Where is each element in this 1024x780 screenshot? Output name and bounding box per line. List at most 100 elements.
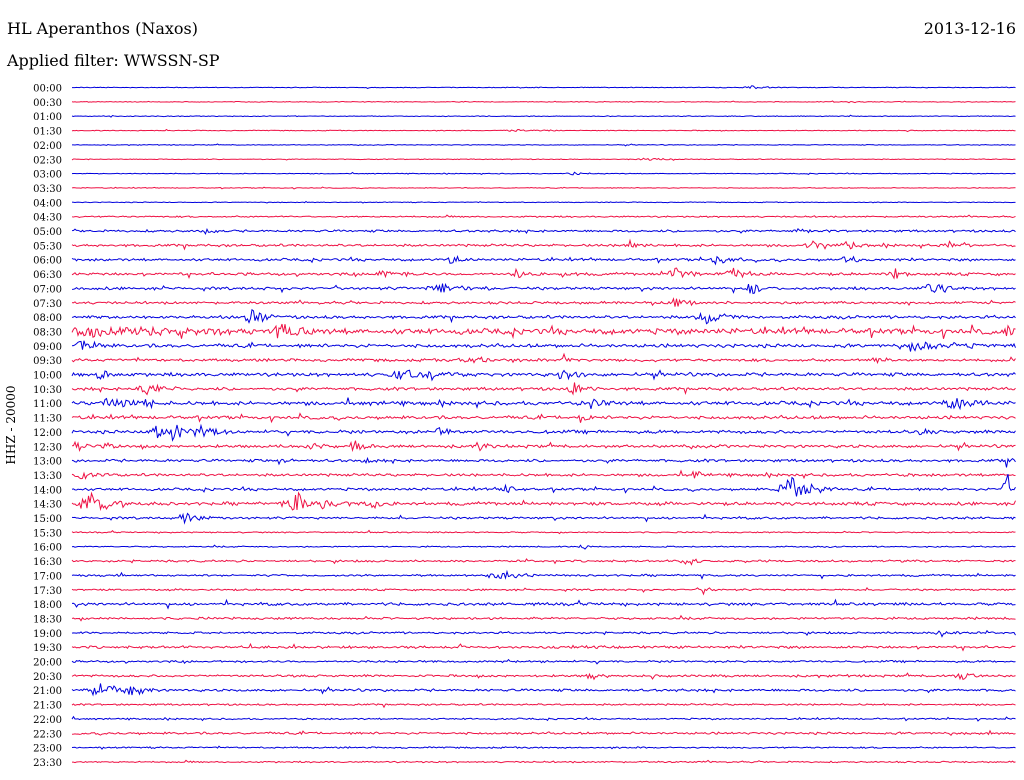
- time-label: 14:30: [33, 500, 62, 511]
- trace-line: [71, 658, 1016, 665]
- time-label: 04:30: [33, 213, 62, 224]
- trace-line: [71, 440, 1016, 453]
- time-label: 06:00: [33, 256, 62, 267]
- time-label: 22:00: [33, 715, 62, 726]
- time-label: 05:30: [33, 241, 62, 252]
- trace-line: [71, 200, 1016, 204]
- time-label: 00:30: [33, 98, 62, 109]
- time-label: 11:30: [33, 414, 62, 425]
- time-label: 07:00: [33, 284, 62, 295]
- time-label: 15:00: [33, 514, 62, 525]
- trace-line: [71, 369, 1016, 382]
- time-label: 13:00: [33, 457, 62, 468]
- time-label: 18:30: [33, 614, 62, 625]
- trace-line: [71, 423, 1016, 442]
- trace-line: [71, 544, 1016, 550]
- trace-line: [71, 729, 1016, 736]
- time-label: 17:30: [33, 586, 62, 597]
- time-label: 19:00: [33, 629, 62, 640]
- time-label: 08:00: [33, 313, 62, 324]
- trace-line: [71, 629, 1016, 638]
- time-label: 20:00: [33, 658, 62, 669]
- trace-line: [71, 598, 1016, 610]
- time-label: 00:00: [33, 84, 62, 95]
- trace-line: [71, 558, 1016, 566]
- time-label: 12:30: [33, 442, 62, 453]
- time-label: 02:00: [33, 141, 62, 152]
- time-label: 01:00: [33, 112, 62, 123]
- time-label: 23:30: [33, 758, 62, 769]
- time-label: 09:30: [33, 356, 62, 367]
- trace-line: [71, 340, 1016, 352]
- time-label: 15:30: [33, 528, 62, 539]
- trace-line: [71, 529, 1016, 535]
- trace-line: [71, 282, 1016, 295]
- trace-line: [71, 512, 1016, 525]
- trace-line: [71, 238, 1016, 251]
- time-label: 04:00: [33, 198, 62, 209]
- trace-line: [71, 100, 1016, 104]
- trace-line: [71, 683, 1016, 697]
- trace-line: [71, 157, 1016, 161]
- time-label: 10:00: [33, 371, 62, 382]
- trace-line: [71, 382, 1016, 396]
- trace-line: [71, 614, 1016, 622]
- trace-line: [71, 114, 1016, 118]
- trace-line: [71, 586, 1016, 596]
- time-label: 05:00: [33, 227, 62, 238]
- trace-line: [71, 267, 1016, 280]
- trace-line: [71, 171, 1016, 176]
- time-label: 22:30: [33, 729, 62, 740]
- trace-line: [71, 308, 1016, 325]
- trace-line: [71, 186, 1016, 190]
- time-label: 18:00: [33, 600, 62, 611]
- trace-line: [71, 745, 1016, 750]
- time-label: 16:30: [33, 557, 62, 568]
- trace-line: [71, 85, 1016, 90]
- filter-label: Applied filter: WWSSN-SP: [7, 51, 220, 70]
- trace-line: [71, 672, 1016, 681]
- trace-line: [71, 214, 1016, 219]
- time-label: 21:30: [33, 701, 62, 712]
- trace-line: [71, 569, 1016, 580]
- station-title: HL Aperanthos (Naxos): [7, 19, 198, 38]
- trace-group: [71, 85, 1016, 764]
- time-label: 03:00: [33, 170, 62, 181]
- trace-line: [71, 255, 1016, 266]
- trace-line: [71, 702, 1016, 709]
- y-axis-label: HHZ - 20000: [4, 385, 18, 464]
- trace-line: [71, 397, 1016, 411]
- trace-line: [71, 642, 1016, 652]
- trace-line: [71, 456, 1016, 468]
- time-label: 16:00: [33, 543, 62, 554]
- time-label: 08:30: [33, 327, 62, 338]
- trace-line: [71, 227, 1016, 236]
- time-label: 14:00: [33, 485, 62, 496]
- time-label: 20:30: [33, 672, 62, 683]
- time-label: 12:00: [33, 428, 62, 439]
- trace-line: [71, 715, 1016, 722]
- time-label: 10:30: [33, 385, 62, 396]
- trace-line: [71, 474, 1016, 497]
- time-label: 09:00: [33, 342, 62, 353]
- trace-line: [71, 128, 1016, 133]
- trace-line: [71, 352, 1016, 365]
- time-label: 19:30: [33, 643, 62, 654]
- time-label: 02:30: [33, 155, 62, 166]
- time-label: 17:00: [33, 571, 62, 582]
- time-label: 23:00: [33, 744, 62, 755]
- time-label: 06:30: [33, 270, 62, 281]
- trace-line: [71, 297, 1016, 307]
- time-label: 07:30: [33, 299, 62, 310]
- trace-line: [71, 412, 1016, 424]
- date-label: 2013-12-16: [923, 19, 1016, 38]
- trace-line: [71, 323, 1016, 340]
- trace-line: [71, 759, 1016, 764]
- time-label: 03:30: [33, 184, 62, 195]
- time-label: 11:00: [33, 399, 62, 410]
- trace-line: [71, 469, 1016, 480]
- time-label: 13:30: [33, 471, 62, 482]
- time-label: 21:00: [33, 686, 62, 697]
- trace-line: [71, 143, 1016, 147]
